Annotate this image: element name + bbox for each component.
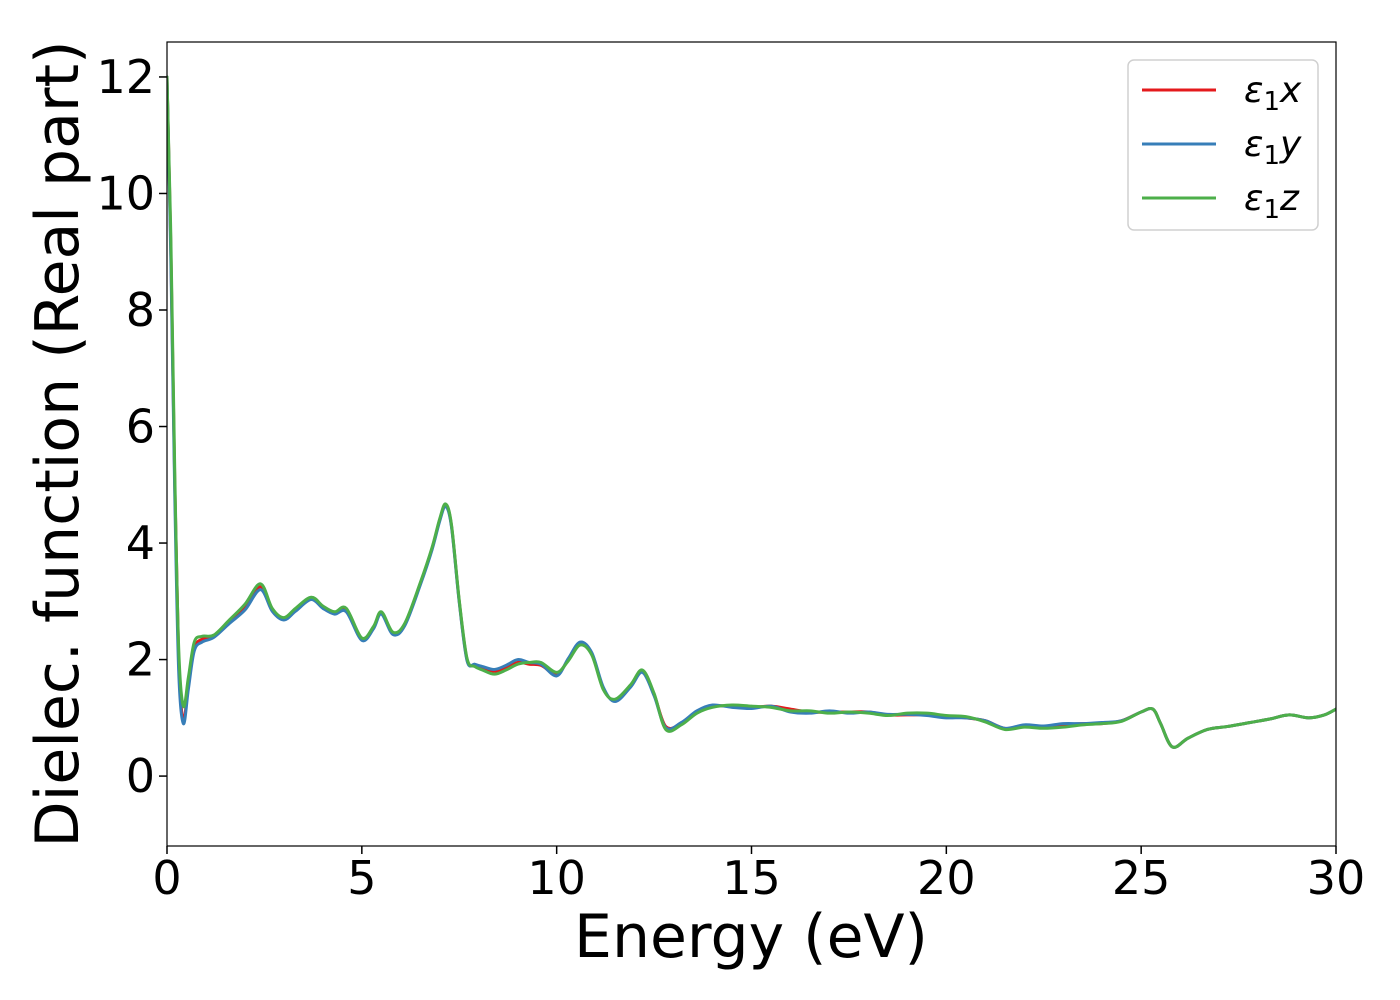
y-tick-label: 6 — [126, 400, 155, 454]
legend: ε1x ε1y ε1z — [1127, 59, 1319, 231]
series-line-z — [167, 75, 1336, 749]
x-tick-label: 20 — [917, 851, 976, 905]
y-axis: 0 2 4 6 8 10 12 — [96, 50, 167, 803]
y-tick-label: 8 — [126, 283, 155, 337]
legend-label-x: ε1x — [1244, 70, 1302, 117]
x-tick-label: 30 — [1307, 851, 1366, 905]
y-tick-label: 4 — [126, 516, 155, 570]
y-tick-label: 2 — [126, 633, 155, 687]
legend-label-y: ε1y — [1244, 124, 1302, 171]
legend-box — [1127, 59, 1319, 231]
x-tick-label: 0 — [152, 851, 181, 905]
y-axis-label: Dielec. function (Real part) — [23, 41, 93, 848]
x-tick-label: 5 — [347, 851, 376, 905]
x-tick-label: 15 — [722, 851, 781, 905]
x-tick-label: 25 — [1112, 851, 1171, 905]
series-layer — [167, 75, 1336, 749]
x-tick-label: 10 — [527, 851, 586, 905]
x-axis-label: Energy (eV) — [574, 902, 928, 972]
x-axis: 0 5 10 15 20 25 30 — [152, 846, 1365, 905]
legend-label-z: ε1z — [1244, 178, 1300, 225]
y-tick-label: 12 — [96, 50, 155, 104]
y-tick-label: 0 — [126, 749, 155, 803]
y-tick-label: 10 — [96, 166, 155, 220]
